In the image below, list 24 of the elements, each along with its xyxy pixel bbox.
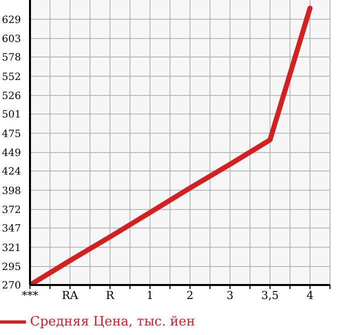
x-tick-label: 1: [146, 288, 154, 302]
y-tick-label: 424: [2, 166, 21, 178]
y-tick-label: 295: [2, 262, 21, 274]
y-tick-label: 270: [2, 280, 21, 292]
x-tick-label: 2: [186, 288, 194, 302]
x-tick-label: R: [106, 288, 115, 302]
y-tick-label: 526: [2, 91, 21, 102]
y-tick-label: 629: [2, 14, 21, 26]
y-tick-label: 578: [2, 52, 21, 64]
legend-label: Средняя Цена, тыс. йен: [30, 314, 195, 330]
y-tick-label: 321: [2, 242, 21, 254]
y-tick-label: 475: [2, 128, 21, 140]
y-tick-label: 603: [2, 34, 21, 46]
y-tick-label: 552: [2, 72, 21, 83]
y-tick-label: 347: [2, 224, 21, 235]
x-tick-label: 3: [226, 288, 234, 302]
x-tick-label: 3,5: [261, 288, 279, 302]
x-tick-label: RA: [62, 288, 80, 302]
y-tick-label: 501: [2, 110, 21, 121]
y-tick-label: 449: [2, 148, 21, 160]
y-tick-label: 372: [2, 205, 21, 216]
x-tick-label: ***: [22, 288, 39, 302]
y-tick-label: 398: [2, 186, 21, 197]
x-tick-label: 4: [306, 288, 314, 302]
